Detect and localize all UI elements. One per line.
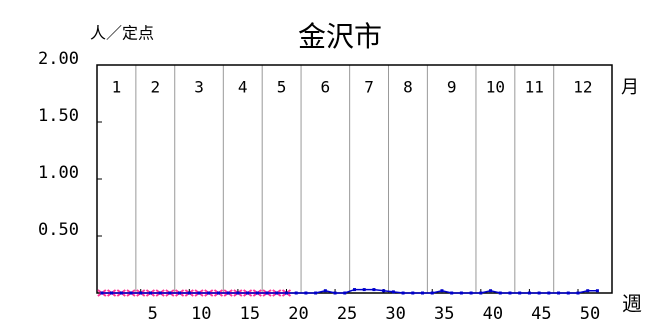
data-marker [226, 291, 230, 295]
x-tick-label: 30 [385, 304, 405, 324]
data-marker [508, 291, 512, 295]
data-marker [586, 289, 590, 293]
x-tick-label: 25 [337, 304, 357, 324]
y-tick-label: 1.50 [38, 106, 79, 126]
data-marker [284, 291, 288, 295]
month-label: 12 [573, 78, 592, 97]
data-marker [197, 291, 201, 295]
data-marker [391, 290, 395, 294]
x-tick-label: 50 [580, 304, 600, 324]
data-marker [362, 288, 366, 292]
x-tick-label: 10 [191, 304, 211, 324]
data-marker [450, 291, 454, 295]
data-marker [566, 291, 570, 295]
data-marker [343, 291, 347, 295]
data-marker [537, 291, 541, 295]
x-tick-label: 20 [288, 304, 308, 324]
data-marker [148, 291, 152, 295]
data-marker [489, 289, 493, 293]
data-marker [139, 291, 143, 295]
data-marker [178, 291, 182, 295]
data-marker [119, 291, 123, 295]
y-tick-label: 2.00 [38, 49, 79, 69]
data-marker [547, 291, 551, 295]
data-marker [110, 291, 114, 295]
data-marker [401, 291, 405, 295]
data-marker [129, 291, 133, 295]
x-tick-label: 40 [483, 304, 503, 324]
month-label: 8 [403, 78, 413, 97]
data-marker [382, 289, 386, 293]
data-marker [557, 291, 561, 295]
data-marker [275, 291, 279, 295]
x-tick-label: 45 [531, 304, 551, 324]
data-marker [100, 291, 104, 295]
month-label: 6 [321, 78, 331, 97]
data-marker [314, 291, 318, 295]
data-marker [372, 288, 376, 292]
data-marker [527, 291, 531, 295]
data-marker [333, 291, 337, 295]
data-marker [421, 291, 425, 295]
month-axis-label: 月 [621, 77, 639, 98]
month-label: 11 [525, 78, 544, 97]
chart-title: 金沢市 [298, 20, 382, 53]
data-marker [255, 291, 259, 295]
data-marker [576, 291, 580, 295]
data-marker [430, 291, 434, 295]
data-marker [411, 291, 415, 295]
data-marker [595, 289, 599, 293]
data-marker [518, 291, 522, 295]
month-label: 2 [150, 78, 160, 97]
data-marker [207, 291, 211, 295]
data-marker [265, 291, 269, 295]
month-label: 4 [238, 78, 248, 97]
data-marker [498, 291, 502, 295]
data-marker [469, 291, 473, 295]
x-tick-label: 35 [434, 304, 454, 324]
month-label: 10 [486, 78, 505, 97]
month-label: 1 [112, 78, 122, 97]
data-marker [353, 288, 356, 292]
data-marker [479, 291, 483, 295]
x-tick-label: 5 [148, 304, 158, 324]
data-marker [323, 289, 327, 293]
data-marker [168, 291, 172, 295]
y-tick-label: 0.50 [38, 220, 79, 240]
data-marker [158, 291, 162, 295]
data-marker [440, 289, 444, 293]
series-line [101, 288, 598, 294]
data-marker [187, 291, 191, 295]
month-label: 9 [447, 78, 457, 97]
data-marker [246, 291, 250, 295]
y-tick-label: 1.00 [38, 163, 79, 183]
data-marker [459, 291, 463, 295]
y-axis-label: 人／定点 [90, 24, 154, 43]
x-axis-label: 週 [622, 292, 642, 316]
month-label: 7 [364, 78, 374, 97]
data-marker [216, 291, 220, 295]
data-marker [236, 291, 240, 295]
x-tick-label: 15 [240, 304, 260, 324]
month-label: 3 [194, 78, 204, 97]
month-label: 5 [277, 78, 287, 97]
data-marker [294, 291, 298, 295]
data-marker [304, 291, 308, 295]
